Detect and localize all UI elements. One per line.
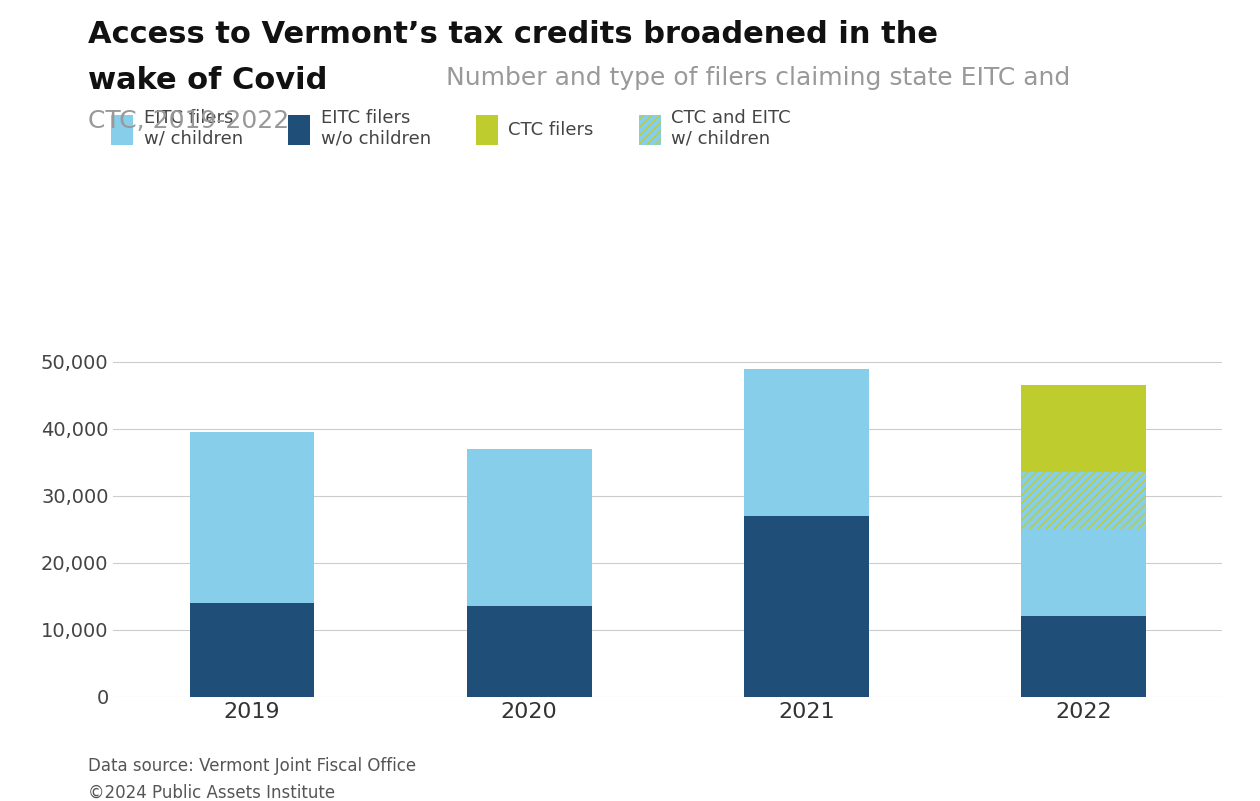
- Bar: [466, 449, 592, 606]
- Bar: [189, 433, 315, 603]
- Bar: [1021, 529, 1147, 617]
- Bar: [1021, 385, 1147, 473]
- Bar: [743, 368, 869, 516]
- Text: Access to Vermont’s tax credits broadened in the: Access to Vermont’s tax credits broadene…: [88, 20, 939, 49]
- Bar: [1021, 617, 1147, 697]
- Text: Number and type of filers claiming state EITC and: Number and type of filers claiming state…: [438, 66, 1071, 90]
- Text: CTC, 2019-2022: CTC, 2019-2022: [88, 109, 290, 133]
- Bar: [189, 603, 315, 697]
- Legend: EITC filers
w/ children, EITC filers
w/o children, CTC filers, CTC and EITC
w/ c: EITC filers w/ children, EITC filers w/o…: [111, 109, 791, 148]
- Bar: [1021, 473, 1147, 529]
- Bar: [466, 606, 592, 697]
- Text: wake of Covid: wake of Covid: [88, 66, 328, 95]
- Bar: [1021, 473, 1147, 529]
- Bar: [743, 516, 869, 697]
- Text: Data source: Vermont Joint Fiscal Office
©2024 Public Assets Institute: Data source: Vermont Joint Fiscal Office…: [88, 757, 416, 801]
